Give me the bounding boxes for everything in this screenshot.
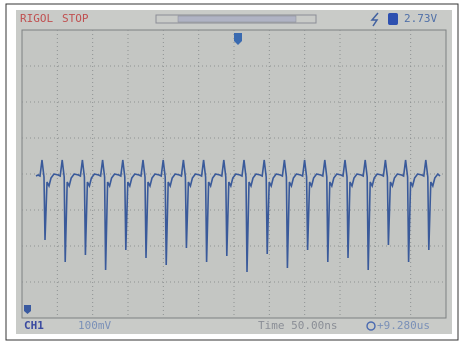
channel-icon	[388, 13, 398, 25]
run-status: STOP	[62, 12, 89, 25]
trigger-offset: +9.280us	[377, 319, 430, 332]
channel-scale: 100mV	[78, 319, 111, 332]
oscilloscope-screenshot: RIGOL STOP 2.73V CH1 100mV Time 50.00ns …	[0, 0, 464, 345]
trigger-level: 2.73V	[404, 12, 437, 25]
channel-label: CH1	[24, 319, 44, 332]
time-base: Time 50.00ns	[258, 319, 337, 332]
brand: RIGOL	[20, 12, 53, 25]
memory-window	[178, 16, 296, 22]
